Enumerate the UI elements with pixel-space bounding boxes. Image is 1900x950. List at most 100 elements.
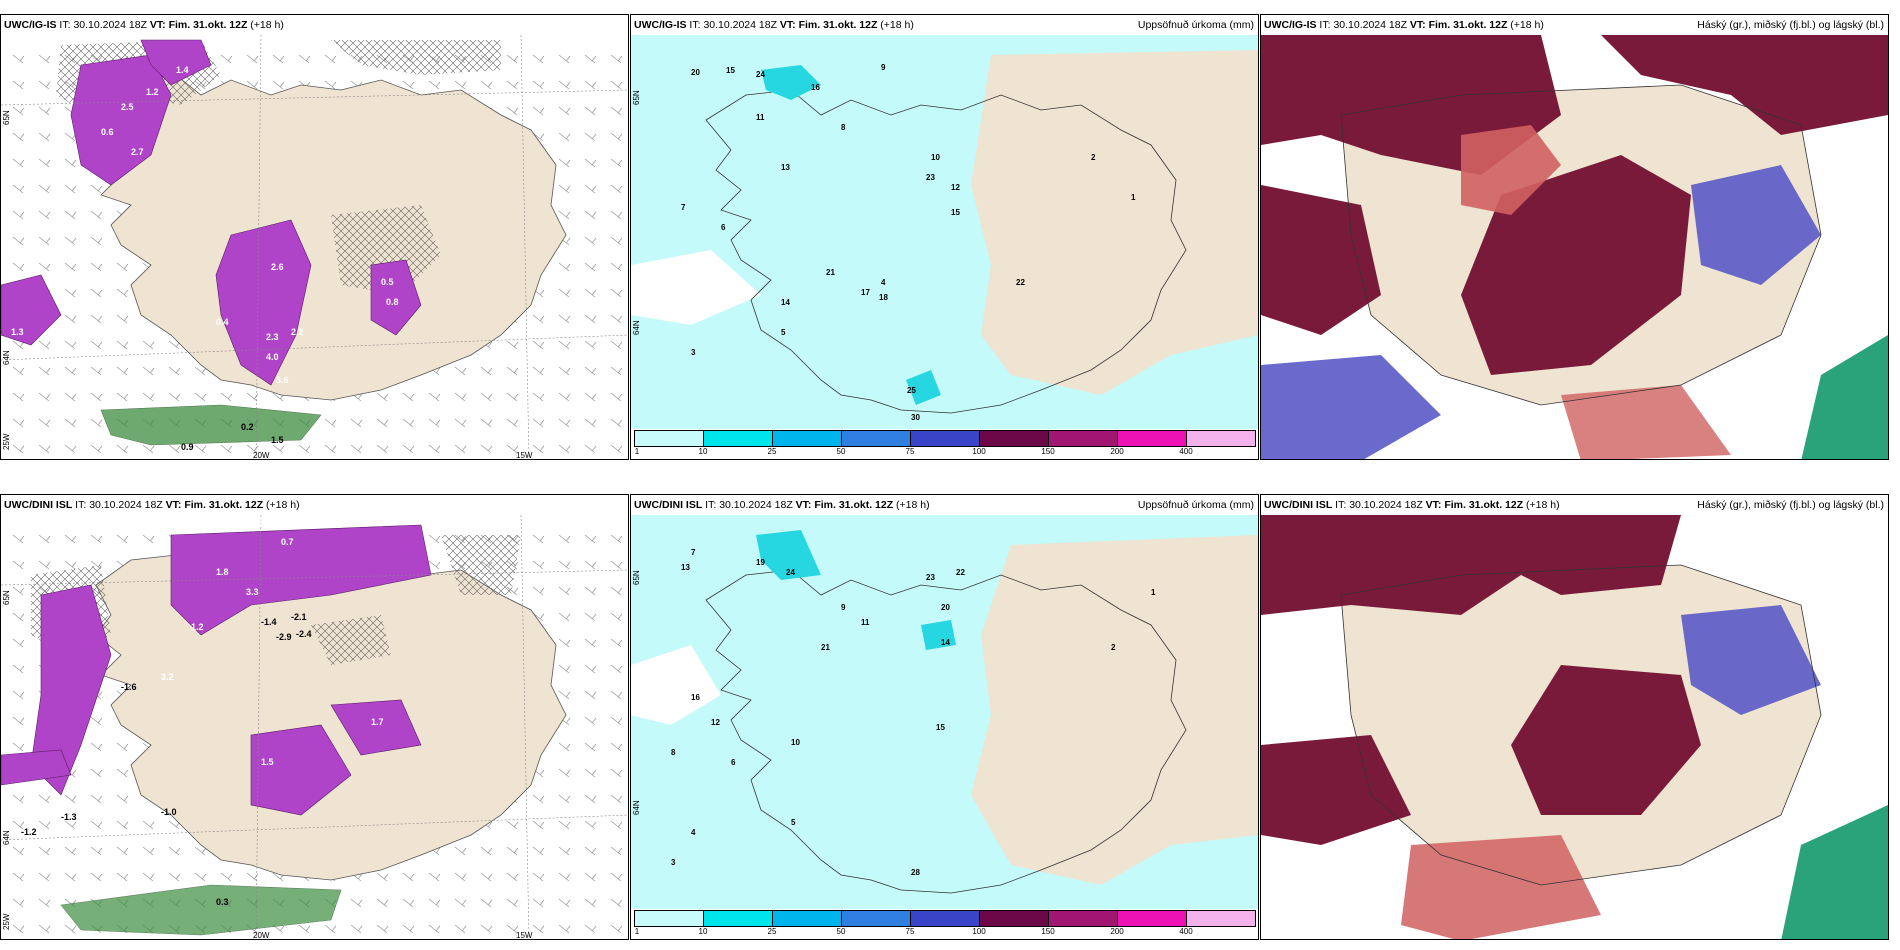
high-cloud xyxy=(1511,665,1701,815)
wind-barb xyxy=(90,716,103,726)
svg-text:20: 20 xyxy=(691,68,700,77)
wind-barb xyxy=(428,872,441,882)
wind-barb xyxy=(90,236,103,246)
wind-barb xyxy=(220,444,233,454)
wind-barb xyxy=(584,80,597,90)
wind-barb xyxy=(610,716,623,726)
svg-text:15: 15 xyxy=(936,723,945,732)
field-title: Uppsöfnuð úrkoma (mm) xyxy=(1137,19,1254,31)
colorbar-label: 10 xyxy=(698,927,708,936)
wind-barb xyxy=(38,132,51,142)
colorbar-swatch xyxy=(1117,910,1187,927)
valid-time: Fim. 31.okt. 12Z xyxy=(814,499,894,511)
wind-barb xyxy=(194,872,207,882)
colorbar-label: 100 xyxy=(972,447,986,456)
wind-barb xyxy=(12,898,25,908)
svg-text:12: 12 xyxy=(951,183,960,192)
wind-barb xyxy=(610,288,623,298)
colorbar-swatch xyxy=(703,430,773,447)
label-value: 0.8 xyxy=(386,297,399,307)
wind-barb xyxy=(38,820,51,830)
wind-barb xyxy=(220,54,233,64)
wind-barb xyxy=(64,392,77,402)
colorbar-swatch xyxy=(979,910,1049,927)
field-title: Uppsöfnuð úrkoma (mm) xyxy=(1137,499,1254,511)
wind-barb xyxy=(12,742,25,752)
wind-barb xyxy=(12,612,25,622)
wind-barb xyxy=(324,80,337,90)
wind-barb xyxy=(90,262,103,272)
iceland-land xyxy=(95,554,567,881)
wind-barb xyxy=(480,924,493,934)
lead-time: (+18 h) xyxy=(880,19,914,31)
label-value: 4.0 xyxy=(266,352,279,362)
map-precip-bottom: 13 24 19 23 22 20 16 14 12 21 15 11 10 9… xyxy=(631,515,1258,909)
wind-barb xyxy=(532,534,545,544)
wind-barb xyxy=(610,924,623,934)
wind-barb xyxy=(272,444,285,454)
wind-barb xyxy=(376,872,389,882)
label-value: 0.7 xyxy=(281,537,294,547)
label-value: 2.6 xyxy=(271,262,284,272)
wind-barb xyxy=(454,898,467,908)
wind-barb xyxy=(428,924,441,934)
grid-labels: 65N 64N xyxy=(632,90,641,335)
wind-barb xyxy=(38,872,51,882)
label-value: 3.2 xyxy=(161,672,174,682)
svg-text:3: 3 xyxy=(691,348,696,357)
colorbar-label: 75 xyxy=(905,927,915,936)
lead-time: (+18 h) xyxy=(1526,499,1560,511)
svg-text:7: 7 xyxy=(681,203,686,212)
svg-text:5: 5 xyxy=(791,818,796,827)
wind-barb xyxy=(12,638,25,648)
precip-edge xyxy=(1801,335,1888,459)
wind-barb xyxy=(142,872,155,882)
label-value: -1.2 xyxy=(21,827,37,837)
wind-barb xyxy=(90,820,103,830)
iceland-coast xyxy=(1340,84,1822,406)
svg-text:8: 8 xyxy=(841,123,846,132)
wind-barb xyxy=(454,418,467,428)
label-value: 1.2 xyxy=(146,87,159,97)
svg-text:65N: 65N xyxy=(2,590,11,605)
wind-barb xyxy=(12,794,25,804)
wind-barb xyxy=(272,80,285,90)
wind-barb xyxy=(376,898,389,908)
wind-barb xyxy=(12,106,25,116)
svg-text:16: 16 xyxy=(811,83,820,92)
wind-barb xyxy=(324,418,337,428)
panel-header: UWC/DINI ISL IT: 30.10.2024 18Z VT: Fim.… xyxy=(1261,495,1888,515)
wind-barb xyxy=(246,392,259,402)
grid-labels: 65N 64N xyxy=(632,570,641,815)
hatch-area xyxy=(331,40,501,75)
valid-time: Fim. 31.okt. 12Z xyxy=(1428,19,1508,31)
valid-time: Fim. 31.okt. 12Z xyxy=(1444,499,1524,511)
precip-max xyxy=(921,620,956,650)
wind-barb xyxy=(64,340,77,350)
graticule xyxy=(1,515,628,939)
wind-barb xyxy=(64,846,77,856)
wind-barb xyxy=(506,872,519,882)
label-value: 3.6 xyxy=(276,375,289,385)
wind-barb xyxy=(12,340,25,350)
wind-barb xyxy=(610,820,623,830)
wind-barb xyxy=(584,106,597,116)
wind-barb xyxy=(584,768,597,778)
wind-barb xyxy=(12,158,25,168)
wind-barb xyxy=(12,184,25,194)
wind-barb xyxy=(610,794,623,804)
svg-text:1: 1 xyxy=(1131,193,1136,202)
wind-barb xyxy=(584,612,597,622)
wind-barb xyxy=(558,638,571,648)
svg-text:7: 7 xyxy=(691,548,696,557)
panel-header: UWC/IG-IS IT: 30.10.2024 18Z VT: Fim. 31… xyxy=(1261,15,1888,35)
high-cloud xyxy=(1261,185,1381,335)
wind-barb xyxy=(12,262,25,272)
wind-barb xyxy=(324,444,337,454)
wind-barb xyxy=(12,586,25,596)
wind-barb xyxy=(532,898,545,908)
wind-barb xyxy=(220,872,233,882)
wind-barb xyxy=(12,418,25,428)
wind-barb xyxy=(558,54,571,64)
wind-barb xyxy=(168,872,181,882)
